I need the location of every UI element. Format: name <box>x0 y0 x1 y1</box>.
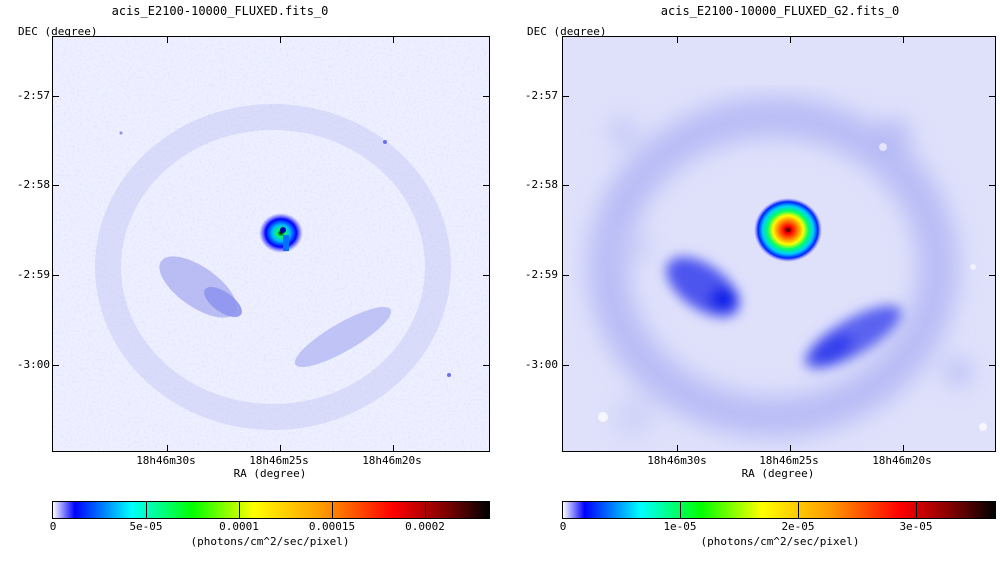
right-cb-tick: 3e-05 <box>899 520 933 533</box>
left-cb-tick: 0.0002 <box>405 520 445 533</box>
right-colorbar <box>562 501 996 519</box>
left-colorbar <box>52 501 490 519</box>
left-chart-title: acis_E2100-10000_FLUXED.fits_0 <box>111 4 329 18</box>
left-xtick: 18h46m20s <box>362 454 422 467</box>
right-xlabel: RA (degree) <box>741 467 815 480</box>
left-cb-tick: 0.0001 <box>219 520 259 533</box>
left-xtick: 18h46m25s <box>249 454 309 467</box>
right-xtick: 18h46m25s <box>759 454 819 467</box>
right-xtick: 18h46m20s <box>872 454 932 467</box>
right-cb-units: (photons/cm^2/sec/pixel) <box>700 535 860 548</box>
right-ytick: -2:59 <box>524 268 558 281</box>
right-cb-tick: 2e-05 <box>781 520 815 533</box>
left-cb-tick: 0.00015 <box>308 520 356 533</box>
right-ytick: -2:58 <box>524 178 558 191</box>
right-ylabel: DEC (degree) <box>527 25 607 38</box>
left-plot-area[interactable] <box>52 36 490 452</box>
left-xlabel: RA (degree) <box>233 467 307 480</box>
left-ytick: -2:58 <box>16 178 50 191</box>
right-chart-title: acis_E2100-10000_FLUXED_G2.fits_0 <box>660 4 900 18</box>
right-ytick: -2:57 <box>524 89 558 102</box>
left-ylabel: DEC (degree) <box>18 25 98 38</box>
right-cb-tick: 0 <box>559 520 567 533</box>
left-cb-tick: 5e-05 <box>129 520 163 533</box>
left-ytick: -2:57 <box>16 89 50 102</box>
left-panel: acis_E2100-10000_FLUXED.fits_0 DEC (degr… <box>16 4 490 548</box>
left-ytick: -2:59 <box>16 268 50 281</box>
left-ytick: -3:00 <box>16 358 50 371</box>
left-xtick: 18h46m30s <box>136 454 196 467</box>
left-cb-tick: 0 <box>49 520 57 533</box>
left-heatmap <box>53 37 489 451</box>
right-plot-area[interactable] <box>562 36 996 452</box>
right-heatmap <box>563 37 995 451</box>
right-cb-tick: 1e-05 <box>663 520 697 533</box>
left-cb-units: (photons/cm^2/sec/pixel) <box>190 535 350 548</box>
right-ytick: -3:00 <box>524 358 558 371</box>
right-xtick: 18h46m30s <box>647 454 707 467</box>
right-panel: acis_E2100-10000_FLUXED_G2.fits_0 DEC (d… <box>500 0 1000 573</box>
